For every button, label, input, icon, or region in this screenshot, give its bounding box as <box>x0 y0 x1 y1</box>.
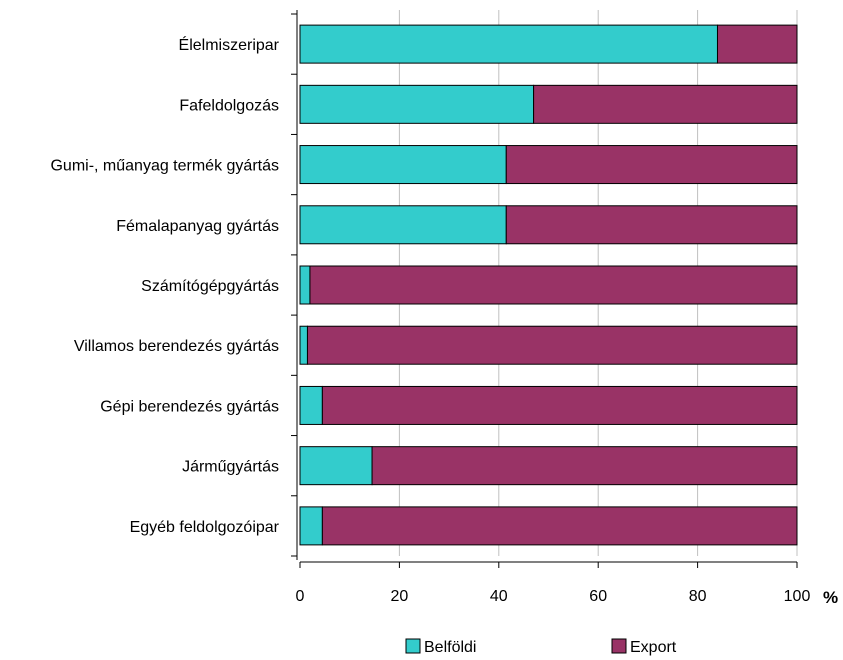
category-label: Fémalapanyag gyártás <box>116 218 279 235</box>
x-tick-label: 40 <box>490 588 508 605</box>
bar-layer <box>299 24 798 546</box>
bar-export <box>371 446 798 486</box>
x-unit-label: % <box>823 588 838 607</box>
bar-export <box>533 84 798 124</box>
category-label: Villamos berendezés gyártás <box>74 338 279 355</box>
category-label: Gumi-, műanyag termék gyártás <box>50 158 279 175</box>
bar-belföldi <box>299 446 373 486</box>
x-tick-label: 80 <box>689 588 707 605</box>
bar-export <box>306 325 798 365</box>
legend-swatch-export <box>611 638 627 654</box>
bar-belföldi <box>299 84 535 124</box>
category-label: Egyéb feldolgozóipar <box>130 519 280 536</box>
bar-belföldi <box>299 24 718 64</box>
legend-label-export: Export <box>630 639 677 656</box>
bar-belföldi <box>299 205 507 245</box>
label-layer: Élelmiszeripar Fafeldolgozás Gumi-, műanya… <box>50 35 838 607</box>
bar-export <box>321 385 798 425</box>
category-label: Számítógépgyártás <box>141 278 279 295</box>
category-label: Gépi berendezés gyártás <box>100 398 279 415</box>
bar-belföldi <box>299 265 311 305</box>
bar-export <box>321 506 798 546</box>
category-label: Járműgyártás <box>182 459 279 476</box>
axis-layer <box>291 10 798 568</box>
bar-belföldi <box>299 385 323 425</box>
category-label: Élelmiszeripar <box>179 35 280 54</box>
bar-belföldi <box>299 325 308 365</box>
bar-export <box>716 24 798 64</box>
x-tick-label: 20 <box>391 588 409 605</box>
x-tick-label: 60 <box>589 588 607 605</box>
bar-export <box>505 205 798 245</box>
x-tick-label: 0 <box>296 588 305 605</box>
category-label: Fafeldolgozás <box>179 97 279 114</box>
bar-belföldi <box>299 506 323 546</box>
x-tick-label: 100 <box>784 588 811 605</box>
bar-export <box>309 265 798 305</box>
bar-export <box>505 145 798 185</box>
legend-layer: Belföldi Export <box>405 638 677 656</box>
legend-swatch-belföldi <box>405 638 421 654</box>
bar-belföldi <box>299 145 507 185</box>
legend-label-belföldi: Belföldi <box>424 639 476 656</box>
